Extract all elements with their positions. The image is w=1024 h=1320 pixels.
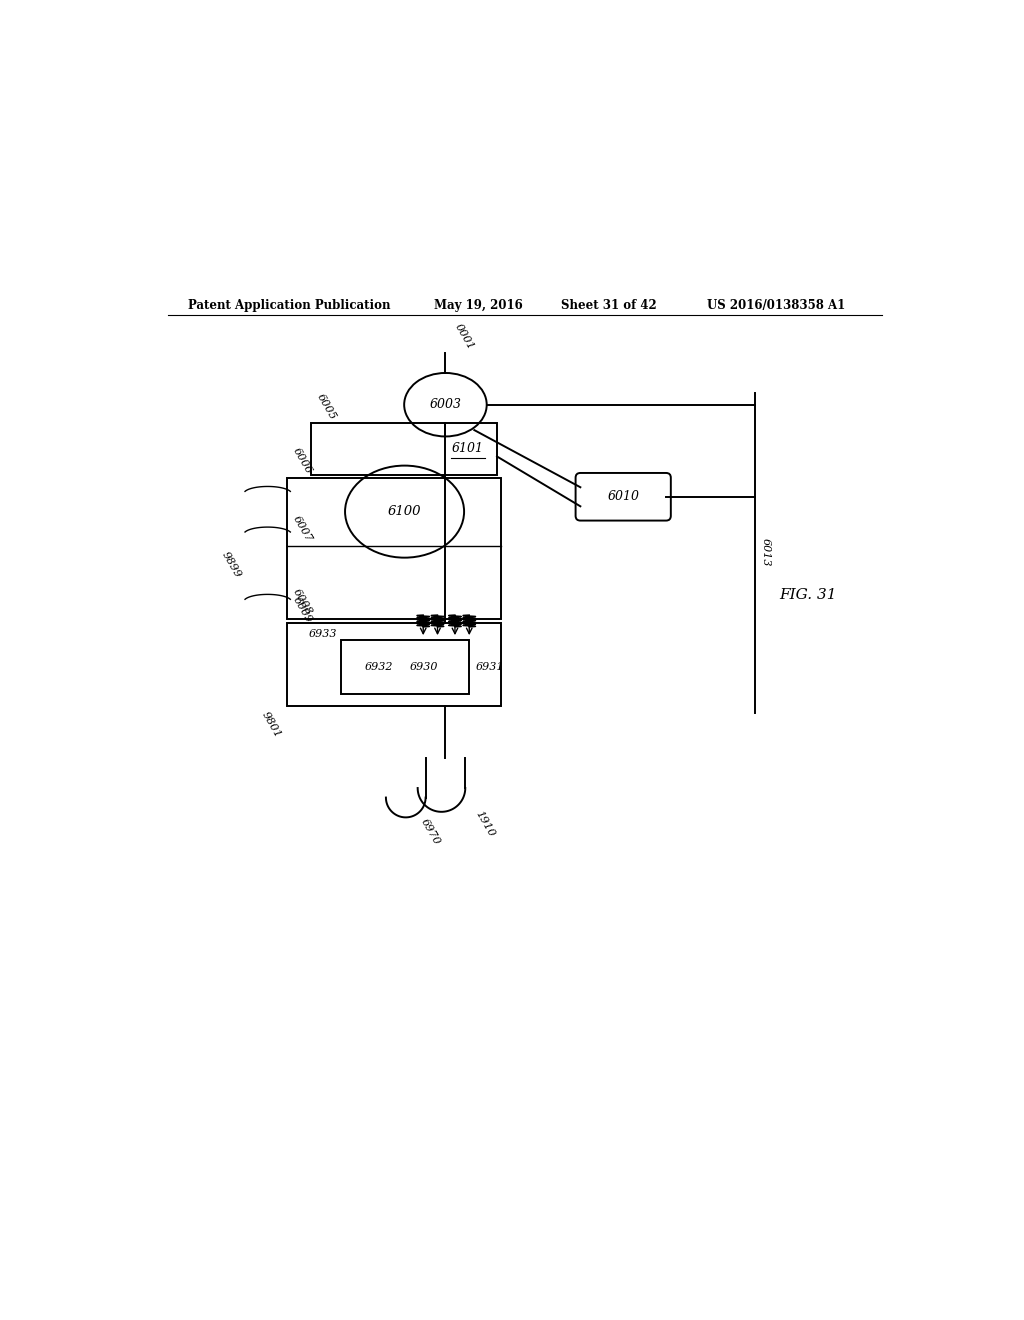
Text: 6007: 6007	[291, 515, 313, 544]
Text: 6933: 6933	[308, 628, 337, 639]
Text: 6930: 6930	[410, 663, 438, 672]
Bar	[310, 422, 497, 475]
Bar	[287, 478, 501, 619]
Text: 6010: 6010	[607, 490, 639, 503]
Text: May 19, 2016: May 19, 2016	[433, 300, 522, 312]
Text: Patent Application Publication: Patent Application Publication	[187, 300, 390, 312]
Text: 0001: 0001	[454, 322, 476, 351]
Text: 6009: 6009	[291, 595, 313, 624]
Text: 6970: 6970	[419, 817, 442, 847]
Bar	[287, 623, 501, 706]
Text: 6003: 6003	[429, 399, 462, 412]
Text: 9801: 9801	[260, 710, 283, 741]
Text: 6005: 6005	[314, 392, 337, 421]
Text: FIG. 31: FIG. 31	[778, 589, 837, 602]
Text: 6101: 6101	[452, 442, 483, 455]
Text: 6931: 6931	[475, 663, 504, 672]
Text: 1910: 1910	[473, 809, 496, 840]
Text: 9899: 9899	[220, 550, 243, 581]
Bar	[341, 640, 469, 694]
Text: Sheet 31 of 42: Sheet 31 of 42	[560, 300, 656, 312]
Text: 6006: 6006	[291, 446, 313, 477]
Text: US 2016/0138358 A1: US 2016/0138358 A1	[708, 300, 846, 312]
Text: 6008: 6008	[291, 587, 313, 616]
Text: 6100: 6100	[388, 506, 421, 519]
Text: 6013: 6013	[761, 539, 770, 568]
Text: 6932: 6932	[365, 663, 393, 672]
